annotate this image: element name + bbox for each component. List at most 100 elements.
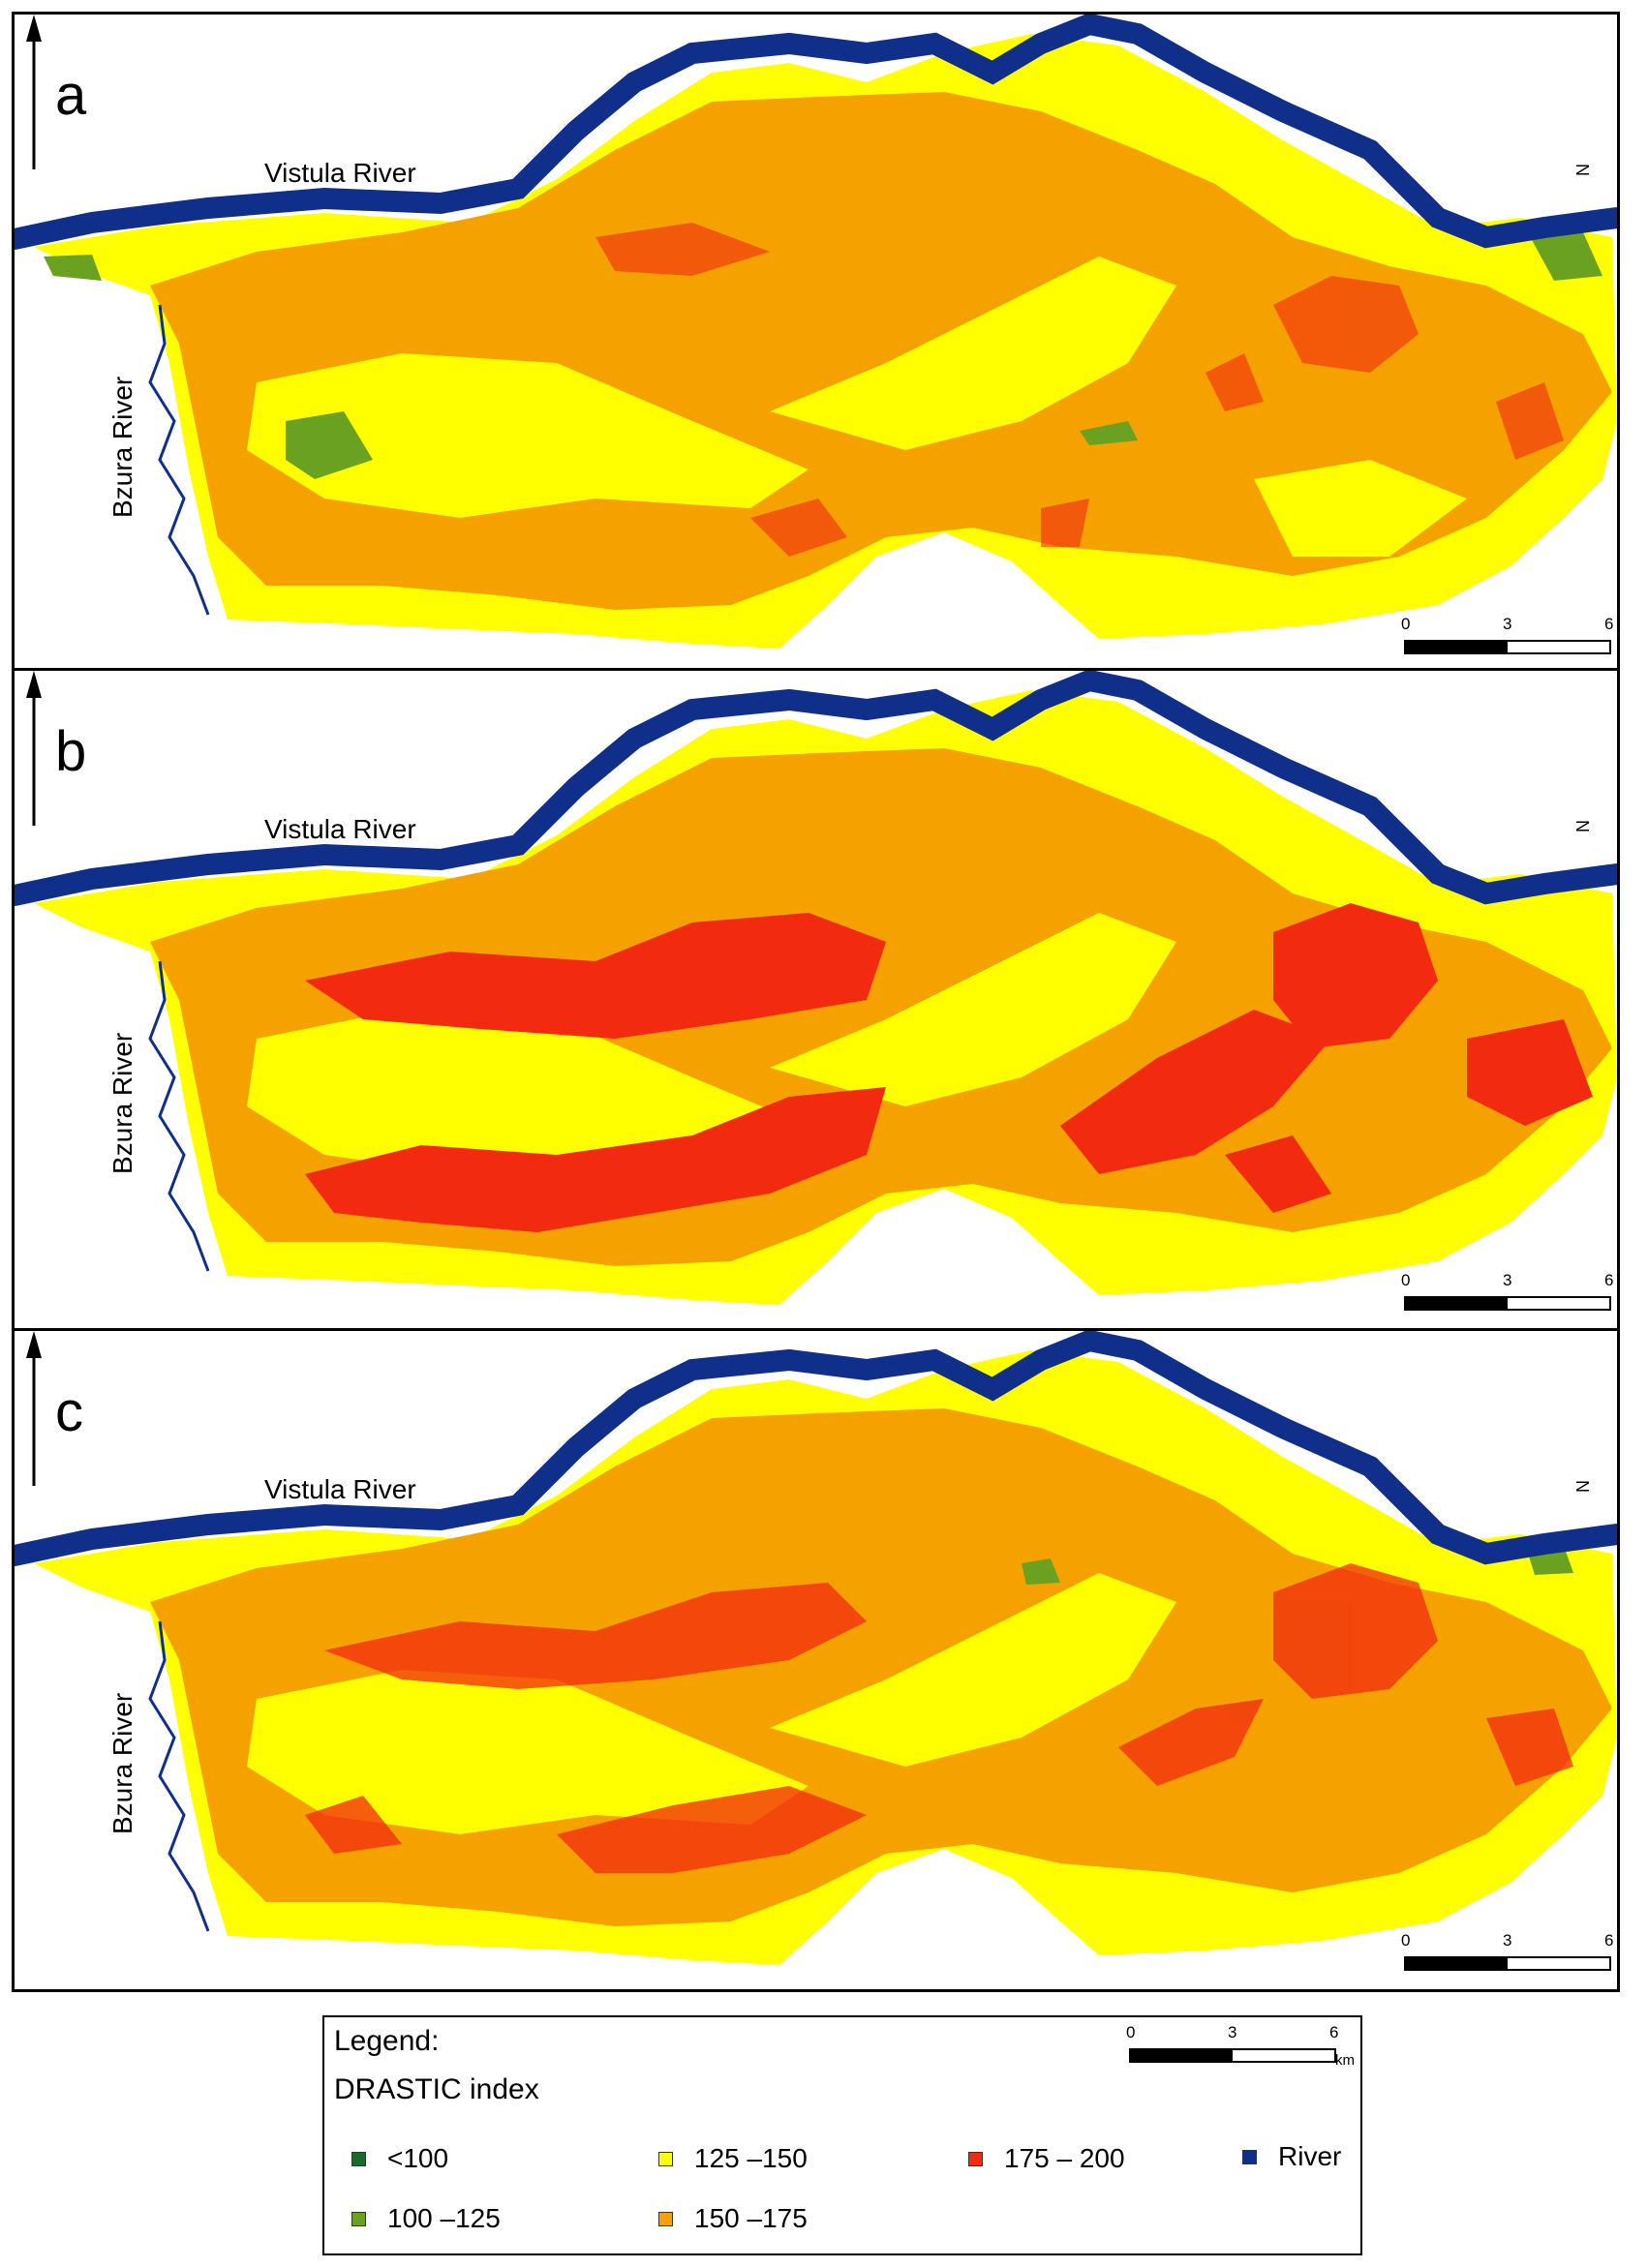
scale-tick-6: 6 — [1604, 615, 1614, 633]
legend-label: 150 –175 — [694, 2203, 808, 2233]
scale-unit: km — [1616, 1960, 1617, 1977]
scale-tick-0: 0 — [1401, 1271, 1411, 1289]
red-patch — [1118, 1699, 1264, 1786]
legend-item-lt100: <100 — [351, 2143, 448, 2174]
red-patch — [1273, 1563, 1438, 1699]
legend-label: 125 –150 — [694, 2143, 808, 2173]
legend-item-river: River — [1242, 2141, 1341, 2172]
bzura-river-label: Bzura River — [107, 376, 137, 518]
map-panel-a: a Vistula River Bzura River N 0 3 6 km — [12, 12, 1620, 672]
red-patch — [1205, 353, 1264, 411]
legend-label: River — [1278, 2141, 1342, 2171]
legend-swatch — [658, 2151, 673, 2166]
green-patch — [1525, 227, 1602, 281]
red-patches — [305, 903, 1593, 1232]
green-patch — [1022, 1558, 1060, 1585]
bzura-river — [148, 1620, 210, 1932]
panel-label: a — [55, 64, 87, 127]
north-arrow-icon — [26, 1331, 42, 1486]
scale-tick-6: 6 — [1604, 1931, 1614, 1950]
legend-item-175-200: 175 – 200 — [968, 2143, 1125, 2174]
scale-bar-graphic — [1404, 1956, 1611, 1971]
legend-swatch — [351, 2211, 366, 2226]
legend-subtitle: DRASTIC index — [334, 2073, 539, 2105]
vistula-river — [15, 1331, 1617, 1566]
green-patches — [44, 227, 1602, 479]
legend-scale-bar: 0 3 6 km — [1116, 2023, 1358, 2071]
scale-unit: km — [1616, 1300, 1617, 1316]
green-patch — [1080, 421, 1138, 445]
red-patch — [595, 223, 770, 276]
scale-tick-0: 0 — [1401, 615, 1411, 633]
vistula-river — [15, 671, 1617, 906]
green-patch — [286, 411, 373, 479]
scale-bar-graphic — [1129, 2048, 1336, 2063]
red-patch — [1273, 276, 1419, 373]
scale-bar: 0 3 6 km — [1391, 1931, 1617, 1980]
red-patch — [1225, 1135, 1331, 1213]
map-panel-b: b Vistula River Bzura River N 0 3 6 km — [12, 668, 1620, 1332]
legend-item-150-175: 150 –175 — [658, 2203, 808, 2234]
scale-tick-6: 6 — [1329, 2023, 1339, 2041]
region-yellow-inner-2 — [770, 913, 1176, 1106]
red-patch — [324, 1583, 867, 1689]
bzura-river-label: Bzura River — [107, 1032, 137, 1174]
map-legend: Legend: DRASTIC index 0 3 6 km <100 100 … — [322, 2015, 1362, 2255]
red-patch — [305, 1087, 886, 1232]
legend-swatch — [1242, 2149, 1257, 2164]
bzura-river-label: Bzura River — [107, 1692, 137, 1834]
region-yellow-inner-2 — [770, 1573, 1176, 1767]
north-label: N — [1573, 164, 1593, 176]
red-patches — [595, 223, 1564, 557]
region-yellow-inner-2 — [770, 257, 1176, 450]
scale-bar: 0 3 6 km — [1391, 1271, 1617, 1319]
panel-label: b — [55, 720, 87, 783]
panel-label: c — [55, 1380, 83, 1443]
scale-tick-3: 3 — [1228, 2023, 1237, 2041]
red-patch — [305, 1796, 402, 1854]
red-patch — [1041, 499, 1089, 547]
north-label: N — [1573, 1480, 1593, 1493]
vistula-river-label: Vistula River — [264, 814, 416, 844]
red-patch — [1273, 903, 1438, 1048]
map-body — [34, 1350, 1617, 1965]
legend-swatch — [968, 2151, 983, 2166]
scale-bar: 0 3 6 km — [1391, 615, 1617, 663]
legend-label: 175 – 200 — [1004, 2143, 1125, 2173]
red-patch — [750, 499, 847, 557]
vulnerability-map-a — [15, 15, 1617, 649]
north-arrow-icon — [26, 671, 42, 826]
legend-item-100-125: 100 –125 — [351, 2203, 501, 2234]
red-patch — [1060, 1010, 1331, 1174]
red-patch — [557, 1786, 867, 1873]
scale-tick-3: 3 — [1503, 615, 1512, 633]
red-patch — [1467, 1019, 1593, 1126]
scale-tick-0: 0 — [1401, 1931, 1411, 1950]
legend-item-125-150: 125 –150 — [658, 2143, 808, 2174]
scale-unit: km — [1335, 2052, 1355, 2069]
scale-tick-6: 6 — [1604, 1271, 1614, 1289]
legend-swatch — [658, 2211, 673, 2226]
north-label: N — [1573, 820, 1593, 832]
legend-swatch — [351, 2151, 366, 2166]
scale-unit: km — [1616, 644, 1617, 660]
red-patches — [305, 1563, 1573, 1873]
scale-tick-0: 0 — [1126, 2023, 1136, 2041]
red-patch — [1486, 1709, 1573, 1786]
vistula-river-label: Vistula River — [264, 158, 416, 188]
north-arrow-icon — [26, 15, 42, 169]
region-yellow-inner-3 — [1254, 460, 1467, 557]
red-patch — [305, 913, 886, 1039]
vistula-river-label: Vistula River — [264, 1474, 416, 1504]
vulnerability-map-c — [15, 1331, 1617, 1965]
map-body — [34, 34, 1617, 649]
vistula-river — [15, 15, 1617, 250]
legend-title: Legend: — [334, 2025, 440, 2057]
region-yellow-inner — [247, 1670, 809, 1834]
bzura-river — [148, 304, 210, 616]
bzura-river — [148, 960, 210, 1272]
scale-tick-3: 3 — [1503, 1271, 1512, 1289]
legend-label: 100 –125 — [387, 2203, 501, 2233]
region-yellow-inner — [247, 353, 809, 518]
map-panel-c: c Vistula River Bzura River N 0 3 6 km — [12, 1328, 1620, 1992]
